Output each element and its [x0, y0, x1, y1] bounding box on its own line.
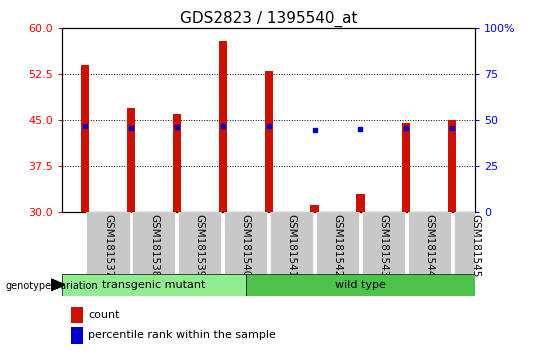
Text: GSM181541: GSM181541	[287, 214, 296, 278]
Text: count: count	[88, 310, 120, 320]
FancyBboxPatch shape	[316, 212, 359, 274]
Bar	[265, 71, 273, 212]
Text: GSM181538: GSM181538	[149, 214, 159, 278]
Bar	[402, 124, 410, 212]
Text: GSM181545: GSM181545	[470, 214, 480, 278]
Bar	[219, 41, 227, 212]
Text: transgenic mutant: transgenic mutant	[102, 280, 206, 290]
Bar	[71, 327, 83, 343]
Bar	[71, 307, 83, 323]
Bar	[173, 114, 181, 212]
Text: wild type: wild type	[335, 280, 386, 290]
Text: GSM181540: GSM181540	[241, 214, 251, 278]
FancyBboxPatch shape	[86, 212, 130, 274]
Text: percentile rank within the sample: percentile rank within the sample	[88, 330, 276, 341]
Polygon shape	[51, 279, 65, 291]
Bar	[81, 65, 89, 212]
Bar	[310, 205, 319, 212]
Bar	[246, 274, 475, 296]
Title: GDS2823 / 1395540_at: GDS2823 / 1395540_at	[180, 11, 357, 27]
FancyBboxPatch shape	[362, 212, 405, 274]
Text: GSM181542: GSM181542	[333, 214, 342, 278]
FancyBboxPatch shape	[454, 212, 497, 274]
Bar	[356, 194, 365, 212]
Text: GSM181539: GSM181539	[195, 214, 205, 278]
Text: GSM181543: GSM181543	[379, 214, 388, 278]
FancyBboxPatch shape	[132, 212, 176, 274]
Text: GSM181537: GSM181537	[103, 214, 113, 278]
Bar	[448, 120, 456, 212]
FancyBboxPatch shape	[224, 212, 267, 274]
Bar	[62, 274, 246, 296]
Text: GSM181544: GSM181544	[424, 214, 434, 278]
FancyBboxPatch shape	[408, 212, 451, 274]
Bar	[127, 108, 135, 212]
FancyBboxPatch shape	[270, 212, 313, 274]
FancyBboxPatch shape	[178, 212, 221, 274]
Text: genotype/variation: genotype/variation	[5, 281, 98, 291]
